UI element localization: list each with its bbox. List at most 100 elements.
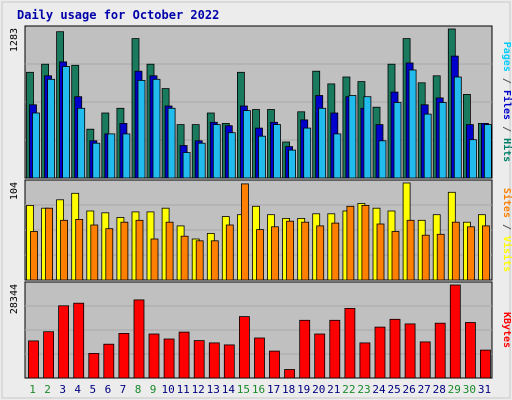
bar-visits-sites-day-7: [120, 221, 129, 281]
bar-hits-pages-day-5: [92, 142, 101, 179]
bar-visits-sites-day-3: [60, 219, 68, 281]
bar-kbytes-kbytes-day-30: [464, 322, 476, 379]
x-tick-label-day-8: 8: [135, 383, 142, 396]
panel-hits-legend-part-2: Files: [501, 90, 512, 120]
bar-hits-pages-day-1: [32, 112, 40, 179]
bar-visits-sites-day-18: [286, 220, 295, 281]
bar-hits-pages-day-4: [77, 107, 86, 179]
bar-kbytes-kbytes-day-1: [28, 340, 39, 379]
x-tick-label-day-13: 13: [207, 383, 220, 396]
bar-visits-sites-day-15: [240, 183, 249, 281]
panel-kbytes-max-label: 28344: [9, 284, 20, 314]
bar-kbytes-kbytes-day-28: [434, 322, 446, 379]
bar-visits-sites-day-13: [210, 240, 219, 281]
panel-visits-series-visits: [26, 182, 486, 281]
bar-hits-pages-day-29: [453, 76, 462, 179]
bar-hits-pages-day-12: [197, 142, 206, 179]
x-tick-label-day-26: 26: [402, 383, 415, 396]
x-tick-label-day-10: 10: [161, 383, 174, 396]
bar-kbytes-kbytes-day-10: [163, 338, 175, 379]
x-tick-label-day-28: 28: [433, 383, 446, 396]
x-axis-tick-labels: 1 2 3 4 5 6 7 8 9 10 11 12 13 14 15 16 17 18 19 20 21 22 23 24 2…: [29, 383, 491, 396]
panel-visits-max-label: 104: [9, 182, 20, 200]
bar-hits-pages-day-20: [318, 107, 327, 179]
bar-kbytes-kbytes-day-23: [359, 342, 371, 379]
bar-hits-pages-day-16: [258, 135, 266, 179]
bar-visits-sites-day-9: [150, 238, 159, 281]
panel-hits: 1283 Pages / Files / Hits: [9, 25, 512, 179]
bar-visits-sites-day-31: [481, 225, 490, 281]
x-tick-label-day-12: 12: [192, 383, 205, 396]
panel-visits-legend: Sites / Visits: [501, 188, 512, 272]
bar-hits-pages-day-6: [107, 133, 116, 179]
x-tick-label-day-14: 14: [222, 383, 236, 396]
bar-hits-pages-day-18: [288, 149, 297, 179]
x-tick-label-day-4: 4: [74, 383, 81, 396]
bar-visits-sites-day-2: [45, 207, 53, 281]
bar-visits-sites-day-17: [271, 226, 279, 281]
bar-visits-sites-day-28: [436, 233, 445, 281]
bar-hits-pages-day-31: [483, 124, 492, 179]
bar-visits-sites-day-30: [466, 226, 475, 281]
bar-hits-pages-day-27: [423, 113, 432, 179]
bar-hits-pages-day-23: [363, 96, 372, 179]
bar-visits-sites-day-27: [421, 234, 430, 281]
bar-hits-pages-day-22: [348, 95, 357, 179]
panel-hits-legend: Pages / Files / Hits: [501, 42, 512, 162]
bar-kbytes-kbytes-day-24: [374, 326, 386, 379]
bar-hits-pages-day-8: [137, 80, 146, 179]
panel-visits-legend-part-0: Sites: [501, 188, 512, 218]
x-tick-label-day-24: 24: [372, 383, 386, 396]
panel-hits-legend-part-0: Pages: [501, 42, 512, 72]
bar-kbytes-kbytes-day-2: [43, 331, 54, 379]
bar-hits-pages-day-28: [438, 102, 447, 179]
x-tick-label-day-19: 19: [297, 383, 310, 396]
bar-kbytes-kbytes-day-7: [118, 332, 130, 379]
x-tick-label-day-3: 3: [59, 383, 66, 396]
x-tick-label-day-21: 21: [327, 383, 340, 396]
panel-visits-legend-part-1: /: [501, 218, 512, 236]
x-tick-label-day-25: 25: [387, 383, 400, 396]
bar-hits-pages-day-24: [378, 140, 387, 179]
x-tick-label-day-16: 16: [252, 383, 265, 396]
bar-kbytes-kbytes-day-18: [284, 369, 296, 379]
bar-kbytes-kbytes-day-29: [449, 284, 461, 379]
bar-hits-pages-day-19: [303, 127, 312, 179]
bar-visits-sites-day-1: [30, 231, 38, 281]
x-tick-label-day-9: 9: [150, 383, 157, 396]
bar-kbytes-kbytes-day-12: [193, 340, 205, 379]
panel-hits-legend-part-1: /: [501, 72, 512, 90]
bar-kbytes-kbytes-day-22: [344, 307, 356, 379]
x-tick-label-day-23: 23: [357, 383, 370, 396]
panel-kbytes-legend-part-0: KBytes: [501, 312, 512, 348]
panel-kbytes-series-kbytes: [28, 284, 491, 379]
bar-kbytes-kbytes-day-25: [389, 318, 401, 379]
x-tick-label-day-31: 31: [478, 383, 491, 396]
bar-hits-pages-day-25: [393, 102, 402, 179]
bar-hits-pages-day-13: [212, 124, 221, 179]
x-tick-label-day-15: 15: [237, 383, 250, 396]
bar-visits-sites-day-6: [105, 228, 114, 281]
bar-hits-pages-day-15: [242, 110, 251, 179]
x-tick-label-day-6: 6: [105, 383, 112, 396]
panel-kbytes-legend: KBytes: [501, 312, 512, 348]
bar-kbytes-kbytes-day-3: [58, 305, 69, 379]
bar-visits-sites-day-4: [75, 218, 84, 281]
bar-visits-sites-day-10: [165, 221, 174, 281]
x-tick-label-day-27: 27: [418, 383, 431, 396]
bar-kbytes-kbytes-day-8: [133, 299, 145, 379]
bar-visits-sites-day-12: [195, 240, 204, 281]
chart-panels: 1283 Pages / Files / Hits 104 Sites / Visit…: [9, 25, 512, 379]
bar-kbytes-kbytes-day-5: [88, 352, 100, 379]
x-tick-label-day-29: 29: [448, 383, 461, 396]
bar-kbytes-kbytes-day-21: [329, 319, 341, 379]
bar-visits-sites-day-14: [225, 224, 234, 281]
bar-visits-sites-day-20: [316, 225, 325, 281]
bar-visits-sites-day-11: [180, 235, 189, 281]
panel-hits-legend-part-4: Hits: [501, 138, 512, 162]
x-tick-label-day-1: 1: [29, 383, 36, 396]
panel-hits-max-label: 1283: [9, 28, 20, 52]
bar-hits-pages-day-9: [152, 78, 161, 179]
panel-visits: 104 Sites / Visits: [9, 179, 512, 281]
bar-visits-sites-day-25: [391, 231, 400, 281]
